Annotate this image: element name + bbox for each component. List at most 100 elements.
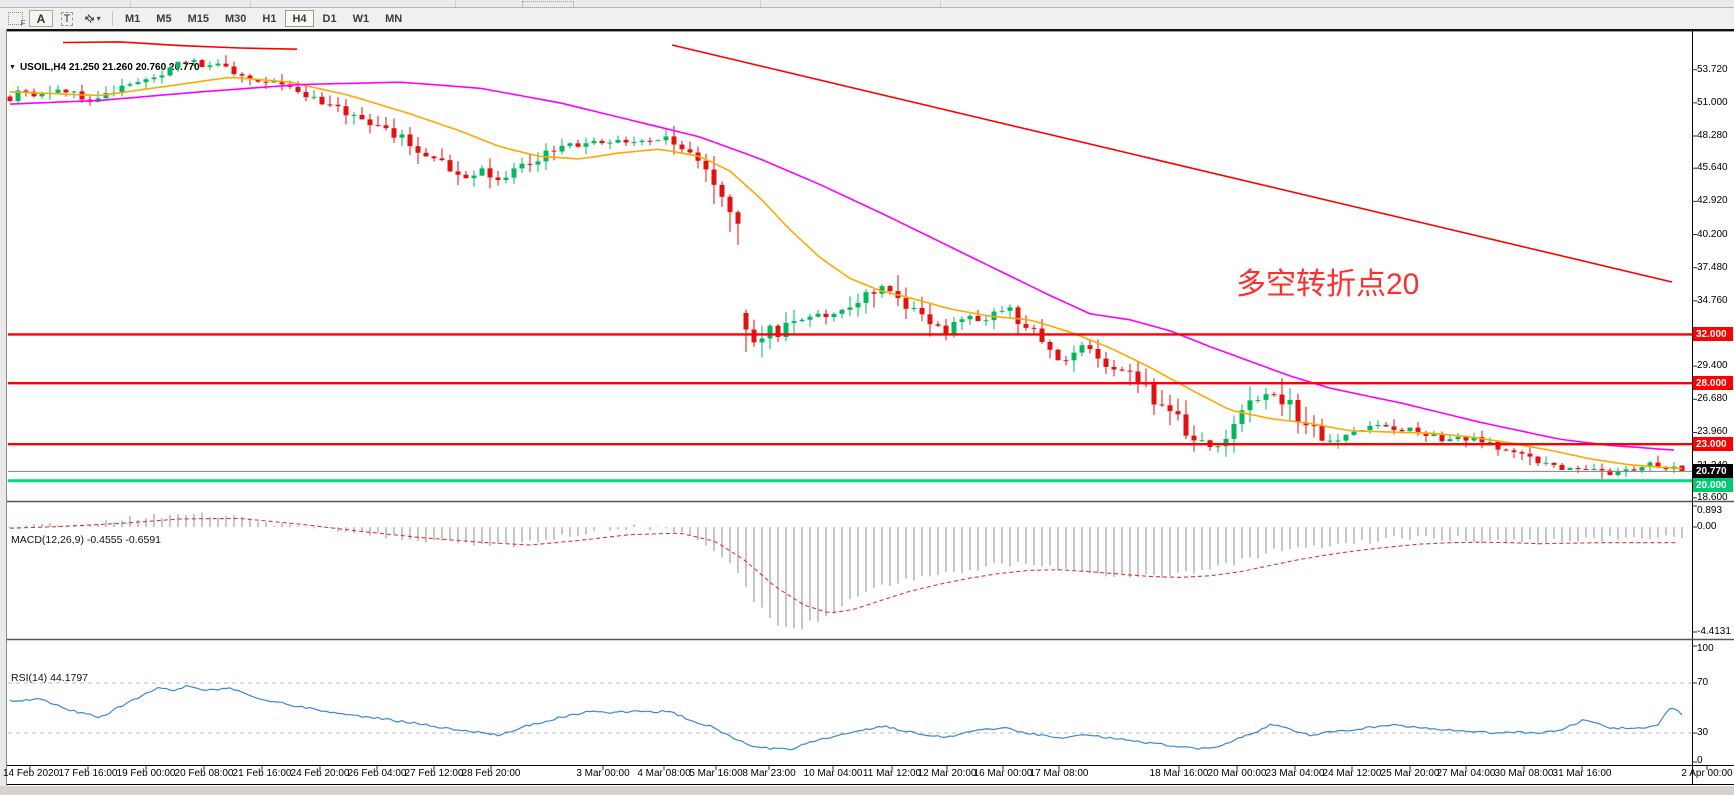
- bear-candle: [367, 119, 373, 126]
- timeframe-button-M15[interactable]: M15: [181, 10, 216, 27]
- chart-symbol-title[interactable]: ▼ USOIL,H4 21.250 21.260 20.760 20.770: [9, 62, 200, 73]
- timeframe-button-M1[interactable]: M1: [118, 10, 147, 27]
- bull-candle: [863, 292, 869, 303]
- bear-candle: [1319, 425, 1325, 441]
- bull-candle: [831, 313, 837, 317]
- bull-candle: [103, 93, 109, 99]
- bear-candle: [1463, 436, 1469, 441]
- bull-candle: [767, 325, 773, 339]
- grid-f-mark: F: [20, 19, 26, 28]
- bear-candle: [1423, 432, 1429, 436]
- text-tool-button[interactable]: T: [55, 10, 79, 27]
- bear-candle: [599, 140, 605, 144]
- timeframe-button-H1[interactable]: H1: [255, 10, 283, 27]
- bull-candle: [191, 60, 197, 62]
- bull-candle: [951, 321, 957, 335]
- bull-candle: [967, 315, 973, 320]
- bull-candle: [959, 319, 965, 322]
- bull-candle: [1215, 446, 1221, 448]
- bear-candle: [1479, 437, 1485, 443]
- bear-candle: [495, 177, 501, 181]
- ma-slow-magenta: [9, 81, 1675, 451]
- bear-candle: [1439, 433, 1445, 442]
- bull-candle: [1071, 352, 1077, 361]
- timeframe-button-H4[interactable]: H4: [285, 10, 314, 27]
- bull-candle: [1343, 434, 1349, 441]
- bear-candle: [1399, 429, 1405, 432]
- bear-candle: [1103, 358, 1109, 367]
- timeframe-button-MN[interactable]: MN: [378, 10, 409, 27]
- bear-candle: [343, 106, 349, 116]
- timeframe-button-M30[interactable]: M30: [218, 10, 253, 27]
- bull-candle: [791, 321, 797, 323]
- bear-candle: [359, 114, 365, 120]
- bull-candle: [167, 67, 173, 76]
- bull-candle: [1263, 394, 1269, 400]
- window-bottom-edge: [0, 786, 1734, 795]
- bear-candle: [1063, 360, 1069, 362]
- bear-candle: [1279, 394, 1285, 405]
- bear-candle: [711, 169, 717, 185]
- annotation-a-button[interactable]: A: [29, 10, 53, 27]
- bull-candle: [1639, 467, 1645, 471]
- bear-candle: [1655, 462, 1661, 468]
- partial-upper-toolbar: [0, 0, 1734, 9]
- bull-candle: [351, 114, 357, 116]
- bear-candle: [575, 143, 581, 147]
- chevron-down-icon: ▾: [96, 14, 101, 23]
- bull-candle: [399, 134, 405, 138]
- bull-candle: [839, 309, 845, 314]
- bull-candle: [143, 79, 149, 83]
- bull-candle: [911, 308, 917, 310]
- chart-dropdown-icon[interactable]: ▼: [9, 64, 16, 71]
- bear-candle: [1511, 450, 1517, 453]
- bear-candle: [199, 60, 205, 68]
- bull-candle: [1351, 431, 1357, 435]
- bull-candle: [1543, 462, 1549, 464]
- bear-candle: [263, 81, 269, 83]
- indicator-template-button[interactable]: F: [3, 10, 27, 28]
- toolbar-fragment-divider: [940, 0, 941, 7]
- bear-candle: [943, 325, 949, 335]
- bear-candle: [375, 125, 381, 127]
- bear-candle: [1119, 369, 1125, 371]
- bear-candle: [551, 150, 557, 152]
- bear-candle: [7, 96, 13, 102]
- bull-candle: [583, 143, 589, 147]
- ma-fast-orange: [9, 76, 1683, 470]
- bull-candle: [15, 90, 21, 102]
- bull-candle: [759, 338, 765, 343]
- bear-candle: [295, 86, 301, 92]
- bear-candle: [1159, 404, 1165, 406]
- bear-candle: [1175, 411, 1181, 415]
- bull-candle: [879, 286, 885, 294]
- bear-candle: [1311, 425, 1317, 427]
- objects-tool-button[interactable]: ⇄ ▾: [81, 10, 105, 27]
- timeframe-button-D1[interactable]: D1: [316, 10, 344, 27]
- bear-candle: [335, 104, 341, 107]
- toolbar-fragment-divider: [130, 0, 131, 7]
- timeframe-button-M5[interactable]: M5: [149, 10, 178, 27]
- bear-candle: [1015, 307, 1021, 325]
- bear-candle: [887, 286, 893, 292]
- bull-candle: [1647, 462, 1653, 468]
- bull-candle: [175, 61, 181, 68]
- bear-candle: [407, 134, 413, 147]
- bull-candle: [135, 82, 141, 85]
- bear-candle: [735, 212, 741, 224]
- bull-candle: [151, 77, 157, 80]
- bull-candle: [519, 163, 525, 169]
- bear-candle: [415, 146, 421, 153]
- bull-candle: [1079, 345, 1085, 353]
- bull-candle: [1567, 468, 1573, 470]
- timeframe-button-W1[interactable]: W1: [346, 10, 377, 27]
- bull-candle: [1615, 471, 1621, 475]
- bull-candle: [815, 313, 821, 317]
- rsi-line: [9, 684, 1683, 751]
- bull-candle: [479, 168, 485, 176]
- bull-candle: [511, 168, 517, 178]
- bear-candle: [303, 91, 309, 98]
- timeframe-buttons: M1 M5 M15 M30 H1 H4 D1 W1 MN: [118, 10, 411, 27]
